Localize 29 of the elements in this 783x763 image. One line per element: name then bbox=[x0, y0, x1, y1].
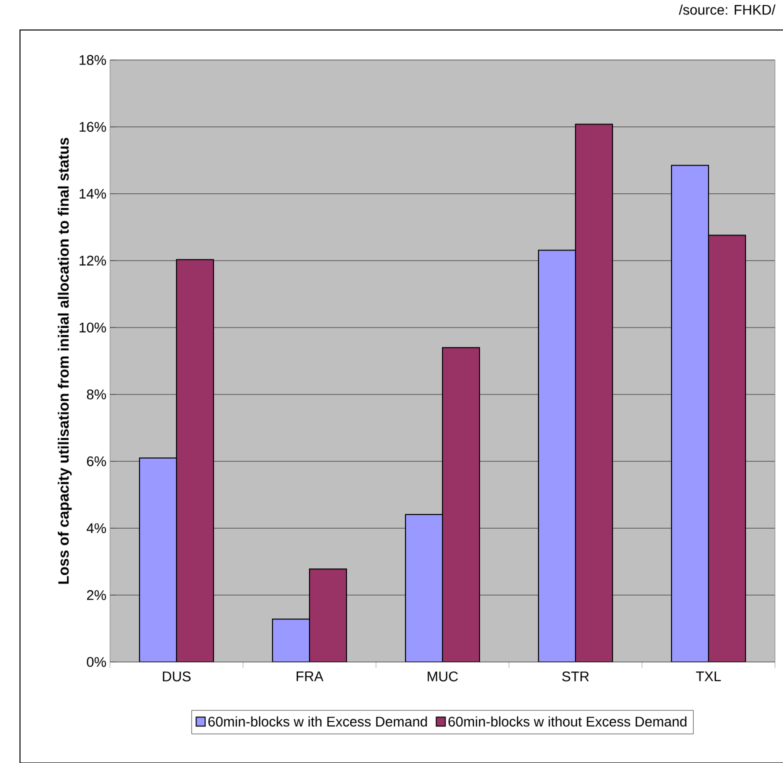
y-tick-label: 14% bbox=[80, 188, 106, 199]
legend-label: 60min-blocks w ithout Excess Demand bbox=[448, 716, 686, 727]
x-tick-label: FRA bbox=[296, 672, 324, 682]
legend-label: 60min-blocks w ith Excess Demand bbox=[208, 716, 427, 727]
bar bbox=[405, 514, 444, 662]
y-tick-label: 0% bbox=[86, 657, 106, 667]
y-tick-label: 2% bbox=[87, 590, 106, 600]
bar bbox=[575, 124, 614, 662]
bar bbox=[176, 259, 214, 662]
bar bbox=[671, 164, 710, 662]
y-tick-label: 6% bbox=[87, 456, 106, 466]
y-axis-title: Loss of capacity utilisation from initial allocation to final status bbox=[58, 138, 72, 584]
y-tick-label: 4% bbox=[86, 523, 106, 534]
y-tick-label: 18% bbox=[80, 55, 106, 65]
bar bbox=[708, 234, 746, 662]
bar bbox=[309, 568, 348, 662]
y-tick-label: 10% bbox=[80, 322, 106, 332]
bar bbox=[442, 347, 480, 662]
bar bbox=[272, 618, 310, 662]
bar bbox=[139, 457, 178, 662]
y-tick-label: 16% bbox=[80, 122, 106, 132]
x-tick-label: STR bbox=[562, 671, 589, 682]
x-tick-label: TXL bbox=[696, 672, 721, 682]
y-tick-label: 8% bbox=[86, 389, 106, 400]
x-tick-label: DUS bbox=[162, 671, 191, 682]
y-tick-label: 12% bbox=[80, 256, 106, 266]
text: /source: FHKD/ bbox=[678, 4, 776, 15]
bar bbox=[538, 250, 576, 662]
x-tick-label: MUC bbox=[428, 671, 458, 682]
